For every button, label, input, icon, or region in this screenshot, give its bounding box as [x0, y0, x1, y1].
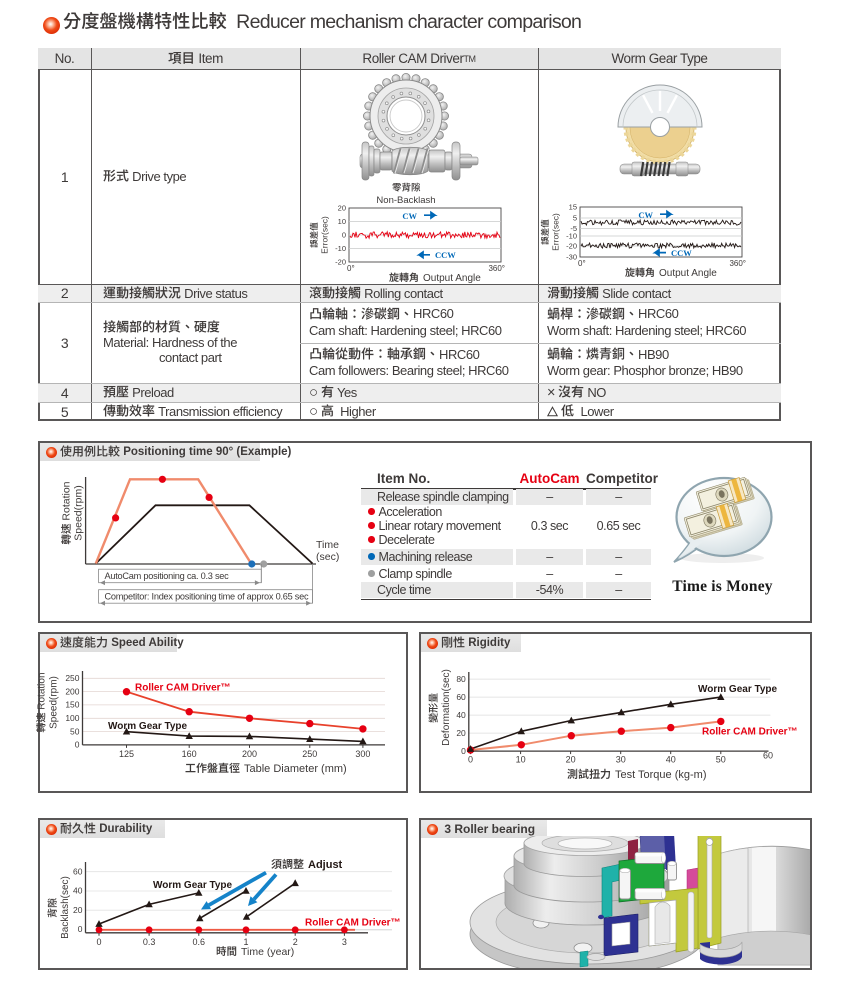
svg-text:Error(sec): Error(sec): [320, 216, 330, 254]
svg-text:250: 250: [65, 673, 79, 683]
svg-text:Competitor: Index positioning: Competitor: Index positioning time of ap…: [105, 592, 309, 602]
svg-text:50: 50: [70, 726, 80, 736]
svg-text:Roller CAM Driver™: Roller CAM Driver™: [305, 918, 401, 929]
svg-text:40: 40: [666, 755, 676, 765]
svg-text:Table Diameter (mm): Table Diameter (mm): [244, 763, 347, 775]
svg-text:Error(sec): Error(sec): [551, 213, 561, 251]
svg-text:160: 160: [182, 749, 197, 759]
svg-text:80: 80: [456, 674, 466, 684]
svg-text:0°: 0°: [347, 264, 355, 273]
svg-text:125: 125: [119, 749, 134, 759]
svg-text:0.3: 0.3: [143, 937, 156, 947]
svg-text:3: 3: [342, 937, 347, 947]
svg-text:-30: -30: [566, 253, 577, 262]
svg-text:250: 250: [302, 749, 317, 759]
svg-text:Adjust: Adjust: [308, 859, 343, 871]
svg-text:60: 60: [763, 751, 773, 761]
svg-text:10: 10: [516, 755, 526, 765]
svg-text:1: 1: [243, 937, 248, 947]
svg-text:-10: -10: [566, 232, 577, 241]
svg-text:CW: CW: [402, 211, 417, 221]
svg-text:Output Angle: Output Angle: [659, 268, 717, 279]
svg-text:Roller CAM Driver™: Roller CAM Driver™: [135, 683, 231, 694]
svg-text:0: 0: [96, 937, 101, 947]
svg-text:2: 2: [293, 937, 298, 947]
svg-text:150: 150: [65, 700, 79, 710]
svg-text:30: 30: [616, 755, 626, 765]
svg-text:Time (year): Time (year): [241, 946, 294, 958]
svg-text:20: 20: [456, 728, 466, 738]
svg-text:20: 20: [566, 755, 576, 765]
svg-text:(sec): (sec): [316, 551, 339, 563]
svg-text:10: 10: [338, 217, 346, 226]
svg-text:CCW: CCW: [435, 250, 456, 260]
svg-text:-20: -20: [335, 258, 346, 267]
svg-text:300: 300: [355, 749, 370, 759]
svg-text:40: 40: [456, 710, 466, 720]
svg-text:Test Torque (kg-m): Test Torque (kg-m): [615, 769, 707, 781]
svg-text:0.6: 0.6: [193, 937, 206, 947]
svg-text:0: 0: [342, 231, 346, 240]
svg-text:CCW: CCW: [671, 248, 692, 258]
svg-text:100: 100: [65, 713, 79, 723]
svg-text:-10: -10: [335, 244, 346, 253]
svg-text:200: 200: [242, 749, 257, 759]
svg-text:0: 0: [75, 740, 80, 750]
svg-text:20: 20: [338, 204, 346, 213]
svg-text:AutoCam positioning ca. 0.3 se: AutoCam positioning ca. 0.3 sec: [105, 571, 230, 581]
svg-text:Output Angle: Output Angle: [423, 273, 481, 284]
svg-text:Worm Gear Type: Worm Gear Type: [153, 880, 233, 891]
svg-text:Time: Time: [316, 539, 339, 551]
svg-text:200: 200: [65, 686, 79, 696]
svg-text:-5: -5: [570, 224, 577, 233]
svg-text:0°: 0°: [578, 259, 586, 268]
svg-text:15: 15: [569, 203, 577, 212]
svg-text:40: 40: [73, 886, 83, 896]
svg-text:0: 0: [461, 746, 466, 756]
svg-text:50: 50: [716, 755, 726, 765]
svg-text:0: 0: [468, 755, 473, 765]
svg-text:Worm Gear Type: Worm Gear Type: [698, 684, 778, 695]
svg-text:CW: CW: [638, 210, 653, 220]
svg-text:Worm Gear Type: Worm Gear Type: [108, 721, 188, 732]
svg-text:60: 60: [456, 692, 466, 702]
svg-text:60: 60: [73, 866, 83, 876]
svg-text:20: 20: [73, 905, 83, 915]
svg-text:-20: -20: [566, 242, 577, 251]
svg-text:0: 0: [78, 924, 83, 934]
svg-text:5: 5: [573, 214, 577, 223]
svg-text:Roller CAM Driver™: Roller CAM Driver™: [702, 727, 798, 738]
svg-text:360°: 360°: [488, 264, 505, 273]
svg-text:360°: 360°: [729, 259, 746, 268]
